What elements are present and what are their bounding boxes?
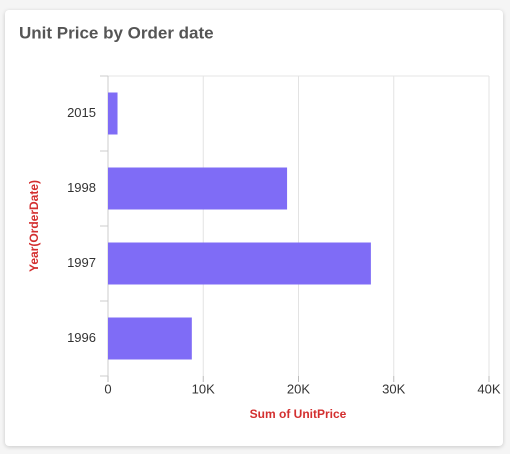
y-tick-label: 1998 xyxy=(67,180,96,195)
y-tick-label: 1996 xyxy=(67,330,96,345)
chart-title: Unit Price by Order date xyxy=(19,23,214,42)
bar xyxy=(108,317,192,360)
card xyxy=(5,10,503,446)
x-tick-label: 0 xyxy=(104,381,111,396)
x-tick-label: 10K xyxy=(192,381,215,396)
y-tick-label: 1997 xyxy=(67,255,96,270)
x-tick-label: 30K xyxy=(382,381,405,396)
bar xyxy=(108,167,288,210)
x-axis-title: Sum of UnitPrice xyxy=(250,407,347,421)
bar xyxy=(108,242,371,285)
bar xyxy=(108,92,118,135)
y-tick-label: 2015 xyxy=(67,105,96,120)
x-tick-label: 40K xyxy=(477,381,500,396)
y-axis-title: Year(OrderDate) xyxy=(27,180,41,272)
x-tick-label: 20K xyxy=(287,381,310,396)
